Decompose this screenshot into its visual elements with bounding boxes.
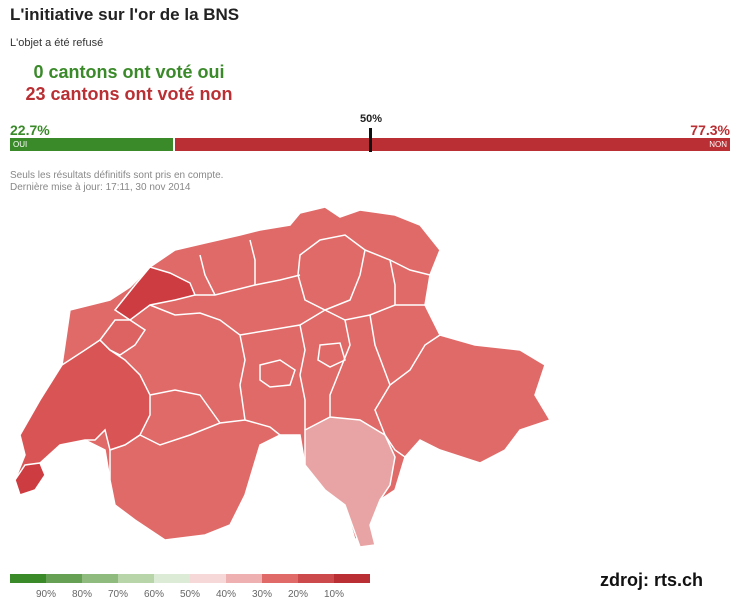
legend-swatch [262, 574, 298, 583]
legend-label: 60% [143, 589, 164, 600]
last-update: Dernière mise à jour: 17:11, 30 nov 2014 [10, 182, 191, 193]
yes-percentage: 22.7% [10, 122, 50, 138]
legend-swatch [154, 574, 190, 583]
yes-cantons-count: 0 cantons ont voté oui [33, 62, 225, 82]
source-credit: zdroj: rts.ch [600, 570, 704, 590]
midpoint-label: 50% [360, 113, 383, 125]
results-note: Seuls les résultats définitifs sont pris… [10, 170, 224, 181]
legend-swatch [10, 574, 46, 583]
canton-region-geneva[interactable] [14, 462, 46, 496]
canton-region-neuchatel[interactable] [99, 319, 147, 356]
canton-region-graubuenden[interactable] [374, 334, 552, 464]
legend-label: 20% [287, 589, 308, 600]
legend-swatch [118, 574, 154, 583]
legend-swatch [190, 574, 226, 583]
legend-swatch [334, 574, 370, 583]
legend-swatch [298, 574, 334, 583]
canton-region-valais[interactable] [109, 419, 282, 541]
legend-label: 70% [107, 589, 128, 600]
legend-swatch [82, 574, 118, 583]
legend-swatch [226, 574, 262, 583]
legend-label: 40% [215, 589, 236, 600]
no-percentage: 77.3% [690, 122, 730, 138]
canton-region-jura[interactable] [113, 266, 197, 321]
canton-borders [149, 239, 431, 430]
legend-label: 90% [35, 589, 56, 600]
canton-region-ticino[interactable] [304, 416, 396, 548]
legend-swatch [46, 574, 82, 583]
page-title: L'initiative sur l'or de la BNS [10, 5, 240, 24]
no-bar-label: NON [709, 140, 727, 149]
no-bar-segment: NON [175, 138, 730, 151]
yes-bar-segment: OUI [10, 138, 173, 151]
midpoint-marker [369, 128, 372, 152]
result-bar: OUI NON [10, 138, 730, 151]
switzerland-canton-map [13, 206, 552, 548]
yes-bar-label: OUI [13, 140, 28, 149]
legend-label: 30% [251, 589, 272, 600]
canton-region-zurich[interactable] [297, 234, 366, 311]
legend-label: 10% [323, 589, 344, 600]
legend-label: 80% [71, 589, 92, 600]
no-cantons-count: 23 cantons ont voté non [25, 84, 233, 104]
result-subtitle: L'objet a été refusé [10, 37, 104, 49]
legend-label: 50% [179, 589, 200, 600]
